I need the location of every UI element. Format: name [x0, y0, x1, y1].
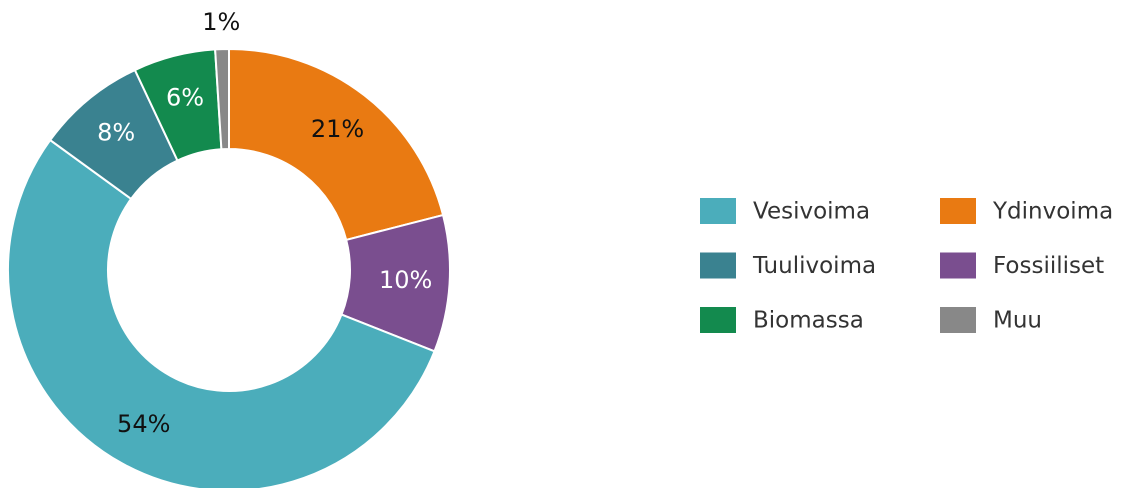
value-label: 10% — [379, 266, 432, 294]
value-label: 54% — [117, 410, 170, 438]
value-label: 1% — [202, 8, 240, 36]
legend-swatch — [700, 198, 736, 224]
donut-slice — [228, 47, 445, 242]
value-label: 8% — [97, 119, 135, 147]
legend-label: Ydinvoima — [992, 199, 1113, 225]
value-label: 6% — [166, 84, 204, 112]
legend-swatch — [940, 198, 976, 224]
legend-swatch — [700, 252, 736, 279]
legend-label: Tuulivoima — [752, 253, 876, 279]
legend-swatch — [940, 252, 976, 279]
donut-slice — [214, 47, 230, 151]
legend-swatch — [700, 307, 736, 333]
donut-slice — [7, 138, 436, 488]
legend-label: Vesivoima — [753, 199, 870, 225]
legend-label: Muu — [993, 308, 1042, 334]
legend-label: Biomassa — [753, 308, 864, 334]
value-label: 21% — [311, 115, 364, 143]
legend-label: Fossiiliset — [993, 253, 1104, 279]
legend-swatch — [940, 307, 976, 333]
